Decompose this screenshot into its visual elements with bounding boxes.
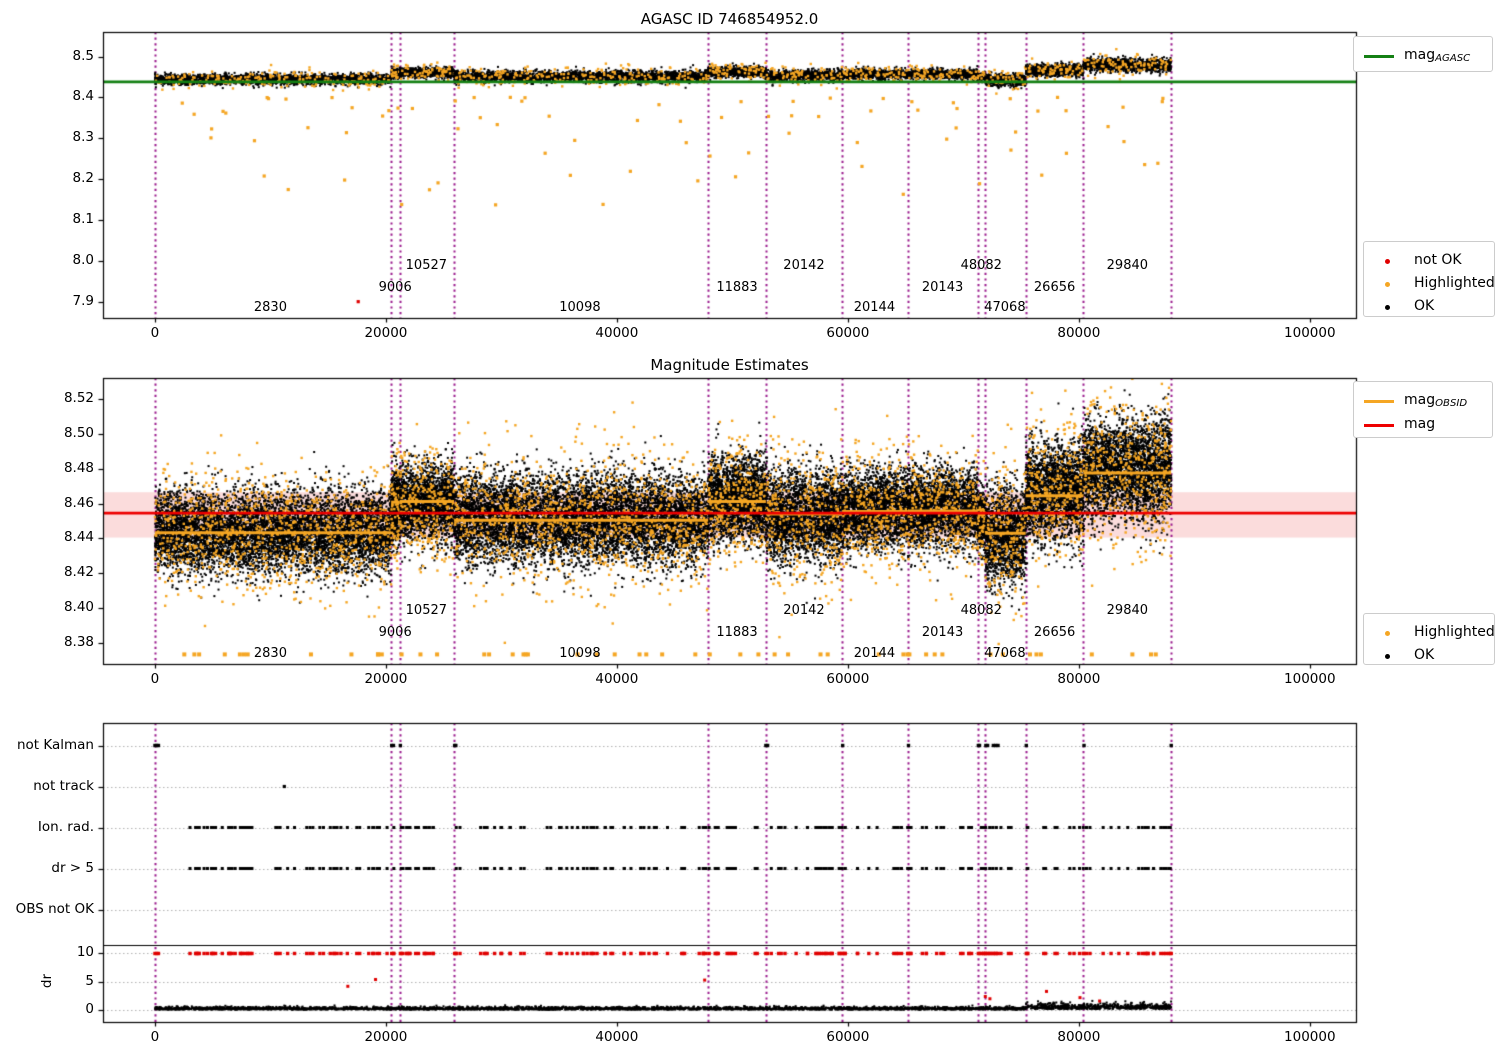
plot-canvas bbox=[0, 0, 1500, 1050]
figure-root: 0 20000 40000 60000 80000 100000 7.9 8.0 8.1 8.2 8… bbox=[0, 0, 1500, 1050]
